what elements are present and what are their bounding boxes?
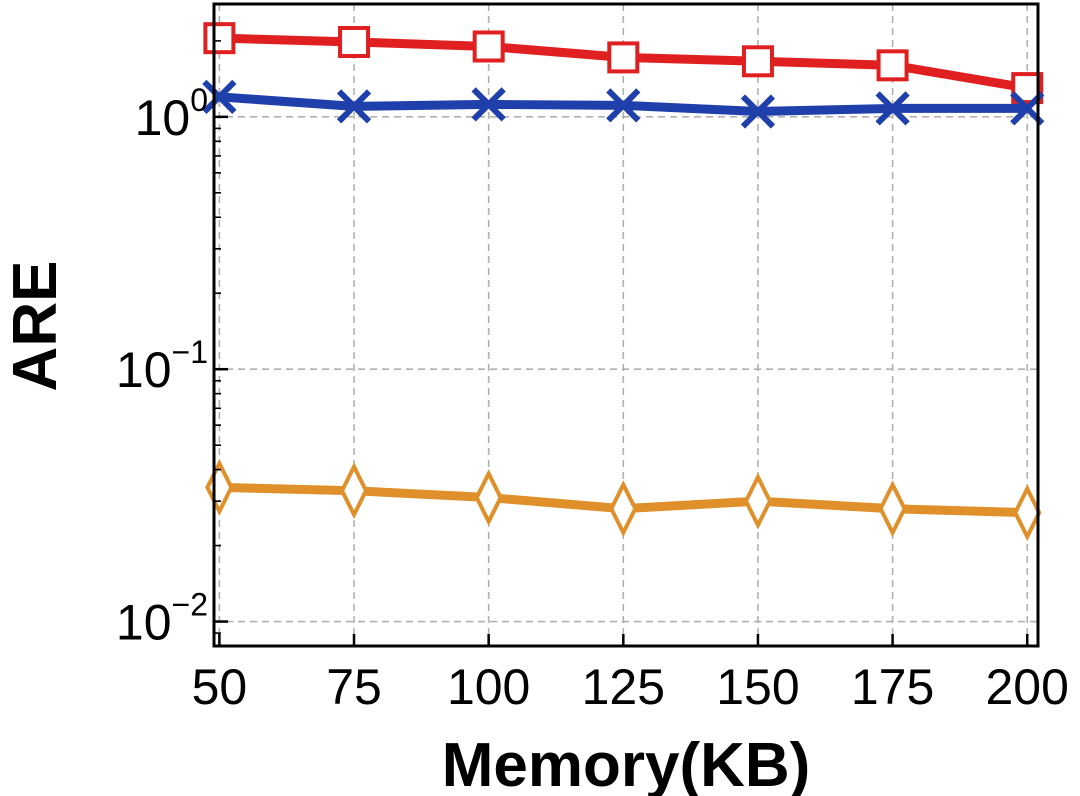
marker-stroke <box>202 79 237 114</box>
data-point <box>1012 484 1042 542</box>
data-point <box>339 462 369 520</box>
y-tick-label: 100 <box>135 82 208 146</box>
x-tick-label: 125 <box>582 659 665 715</box>
y-axis-label: ARE <box>1 261 70 392</box>
data-point <box>474 469 503 527</box>
data-point <box>203 22 236 55</box>
series-square <box>203 22 1044 105</box>
data-point <box>205 458 234 516</box>
marker-stroke <box>336 89 372 124</box>
data-point <box>875 91 910 126</box>
data-point <box>743 472 773 530</box>
x-tick-label: 50 <box>192 659 248 715</box>
x-tick-label: 200 <box>986 659 1069 715</box>
x-tick-label: 100 <box>447 659 530 715</box>
plot-frame <box>212 2 1040 648</box>
x-tick-label: 75 <box>326 659 382 715</box>
marker-stroke <box>471 87 506 122</box>
data-point <box>202 79 237 114</box>
y-tick-label: 10−2 <box>116 587 208 651</box>
x-axis-label: Memory(KB) <box>442 731 811 796</box>
marker-stroke <box>875 91 910 126</box>
data-point <box>606 88 641 123</box>
data-point <box>740 94 776 129</box>
series-diamond <box>205 458 1042 542</box>
data-point <box>878 480 907 538</box>
x-tick-label: 175 <box>851 659 934 715</box>
data-point <box>471 87 506 122</box>
data-point <box>876 49 909 82</box>
y-tick-label: 10−1 <box>116 334 208 398</box>
marker-stroke <box>740 94 776 129</box>
x-tick-label: 150 <box>716 659 799 715</box>
data-point <box>741 45 774 78</box>
axis-ticks: 50 75 100 125 150 175 200 100 10−1 10−2 <box>116 40 1069 715</box>
data-point <box>338 25 371 58</box>
data-point <box>607 41 640 74</box>
marker-stroke <box>606 88 641 123</box>
data-point <box>609 480 638 538</box>
data-point <box>472 30 505 63</box>
series-x <box>202 79 1045 129</box>
data-point <box>336 89 372 124</box>
series-layer <box>202 22 1045 542</box>
